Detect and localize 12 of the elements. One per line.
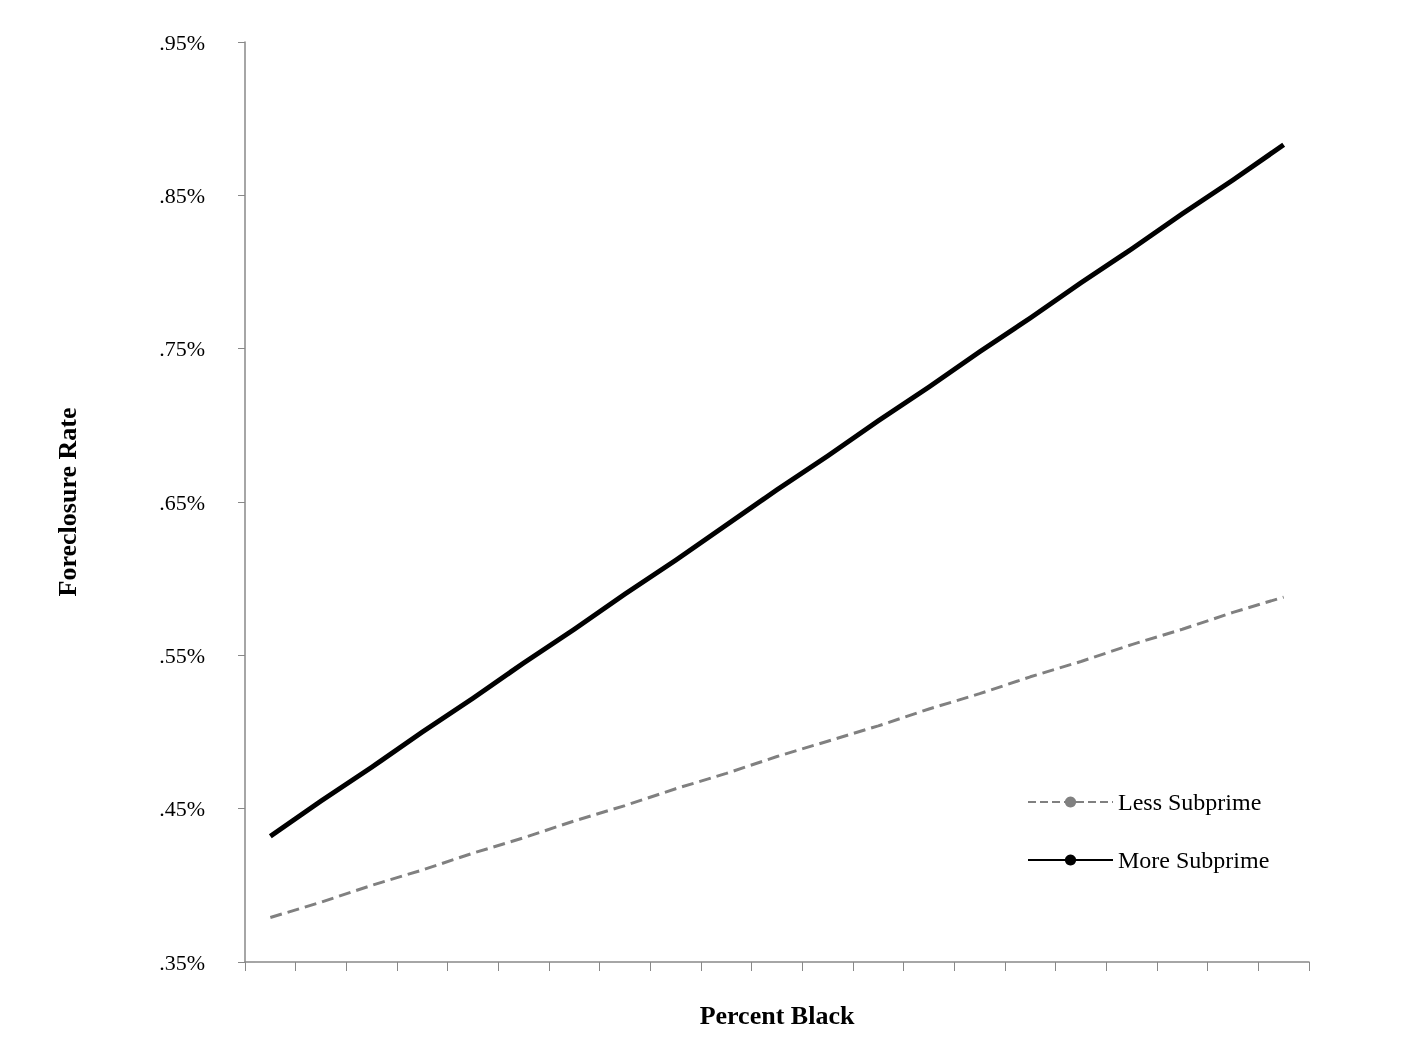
y-tick-label: .75% — [159, 336, 205, 362]
line-series — [268, 595, 1286, 920]
y-tick-label: .95% — [159, 29, 205, 55]
y-axis-title: Foreclosure Rate — [52, 407, 82, 597]
y-tick-label: .45% — [159, 796, 205, 822]
legend-label: More Subprime — [1118, 847, 1270, 873]
y-tick-label: .85% — [159, 182, 205, 208]
y-tick-label: .55% — [159, 642, 205, 668]
x-axis-title: Percent Black — [699, 1000, 855, 1030]
legend-label: Less Subprime — [1118, 789, 1262, 815]
y-tick-label: .35% — [159, 949, 205, 975]
y-tick-label: .65% — [159, 489, 205, 515]
